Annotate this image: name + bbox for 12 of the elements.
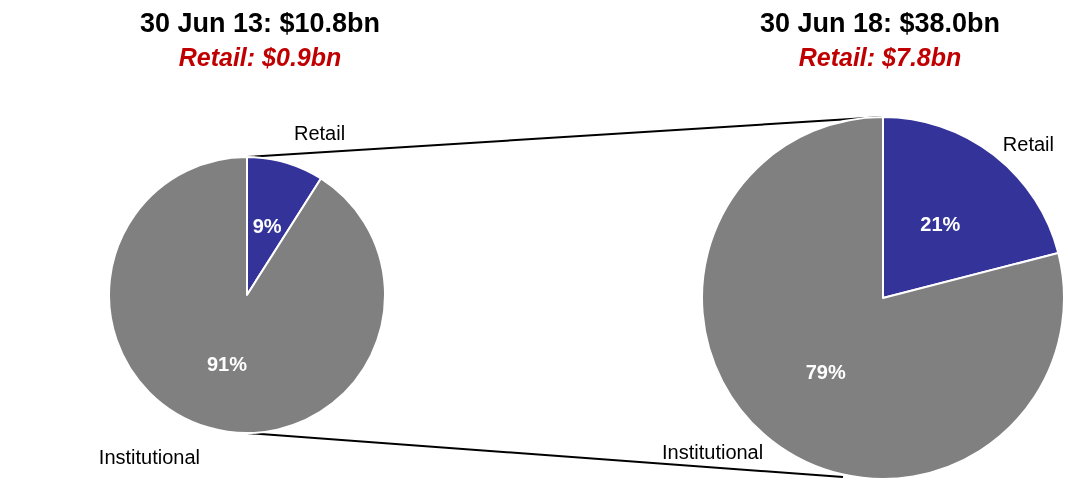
data-label: 79%	[805, 360, 846, 383]
slice-label: Retail	[293, 122, 346, 145]
chart-subtitle: Retail: $0.9bn	[178, 42, 342, 71]
chart-title: 30 Jun 13: $10.8bn	[139, 7, 381, 38]
slice-label: Institutional	[662, 441, 764, 464]
slice-label: Institutional	[98, 445, 201, 468]
chart-title: 30 Jun 18: $38.0bn	[759, 7, 1001, 38]
data-label: 21%	[920, 213, 961, 236]
data-label: 9%	[252, 214, 282, 237]
slice-label: Retail	[1002, 132, 1054, 155]
data-label: 91%	[206, 353, 248, 376]
chart-subtitle: Retail: $7.8bn	[798, 42, 962, 71]
